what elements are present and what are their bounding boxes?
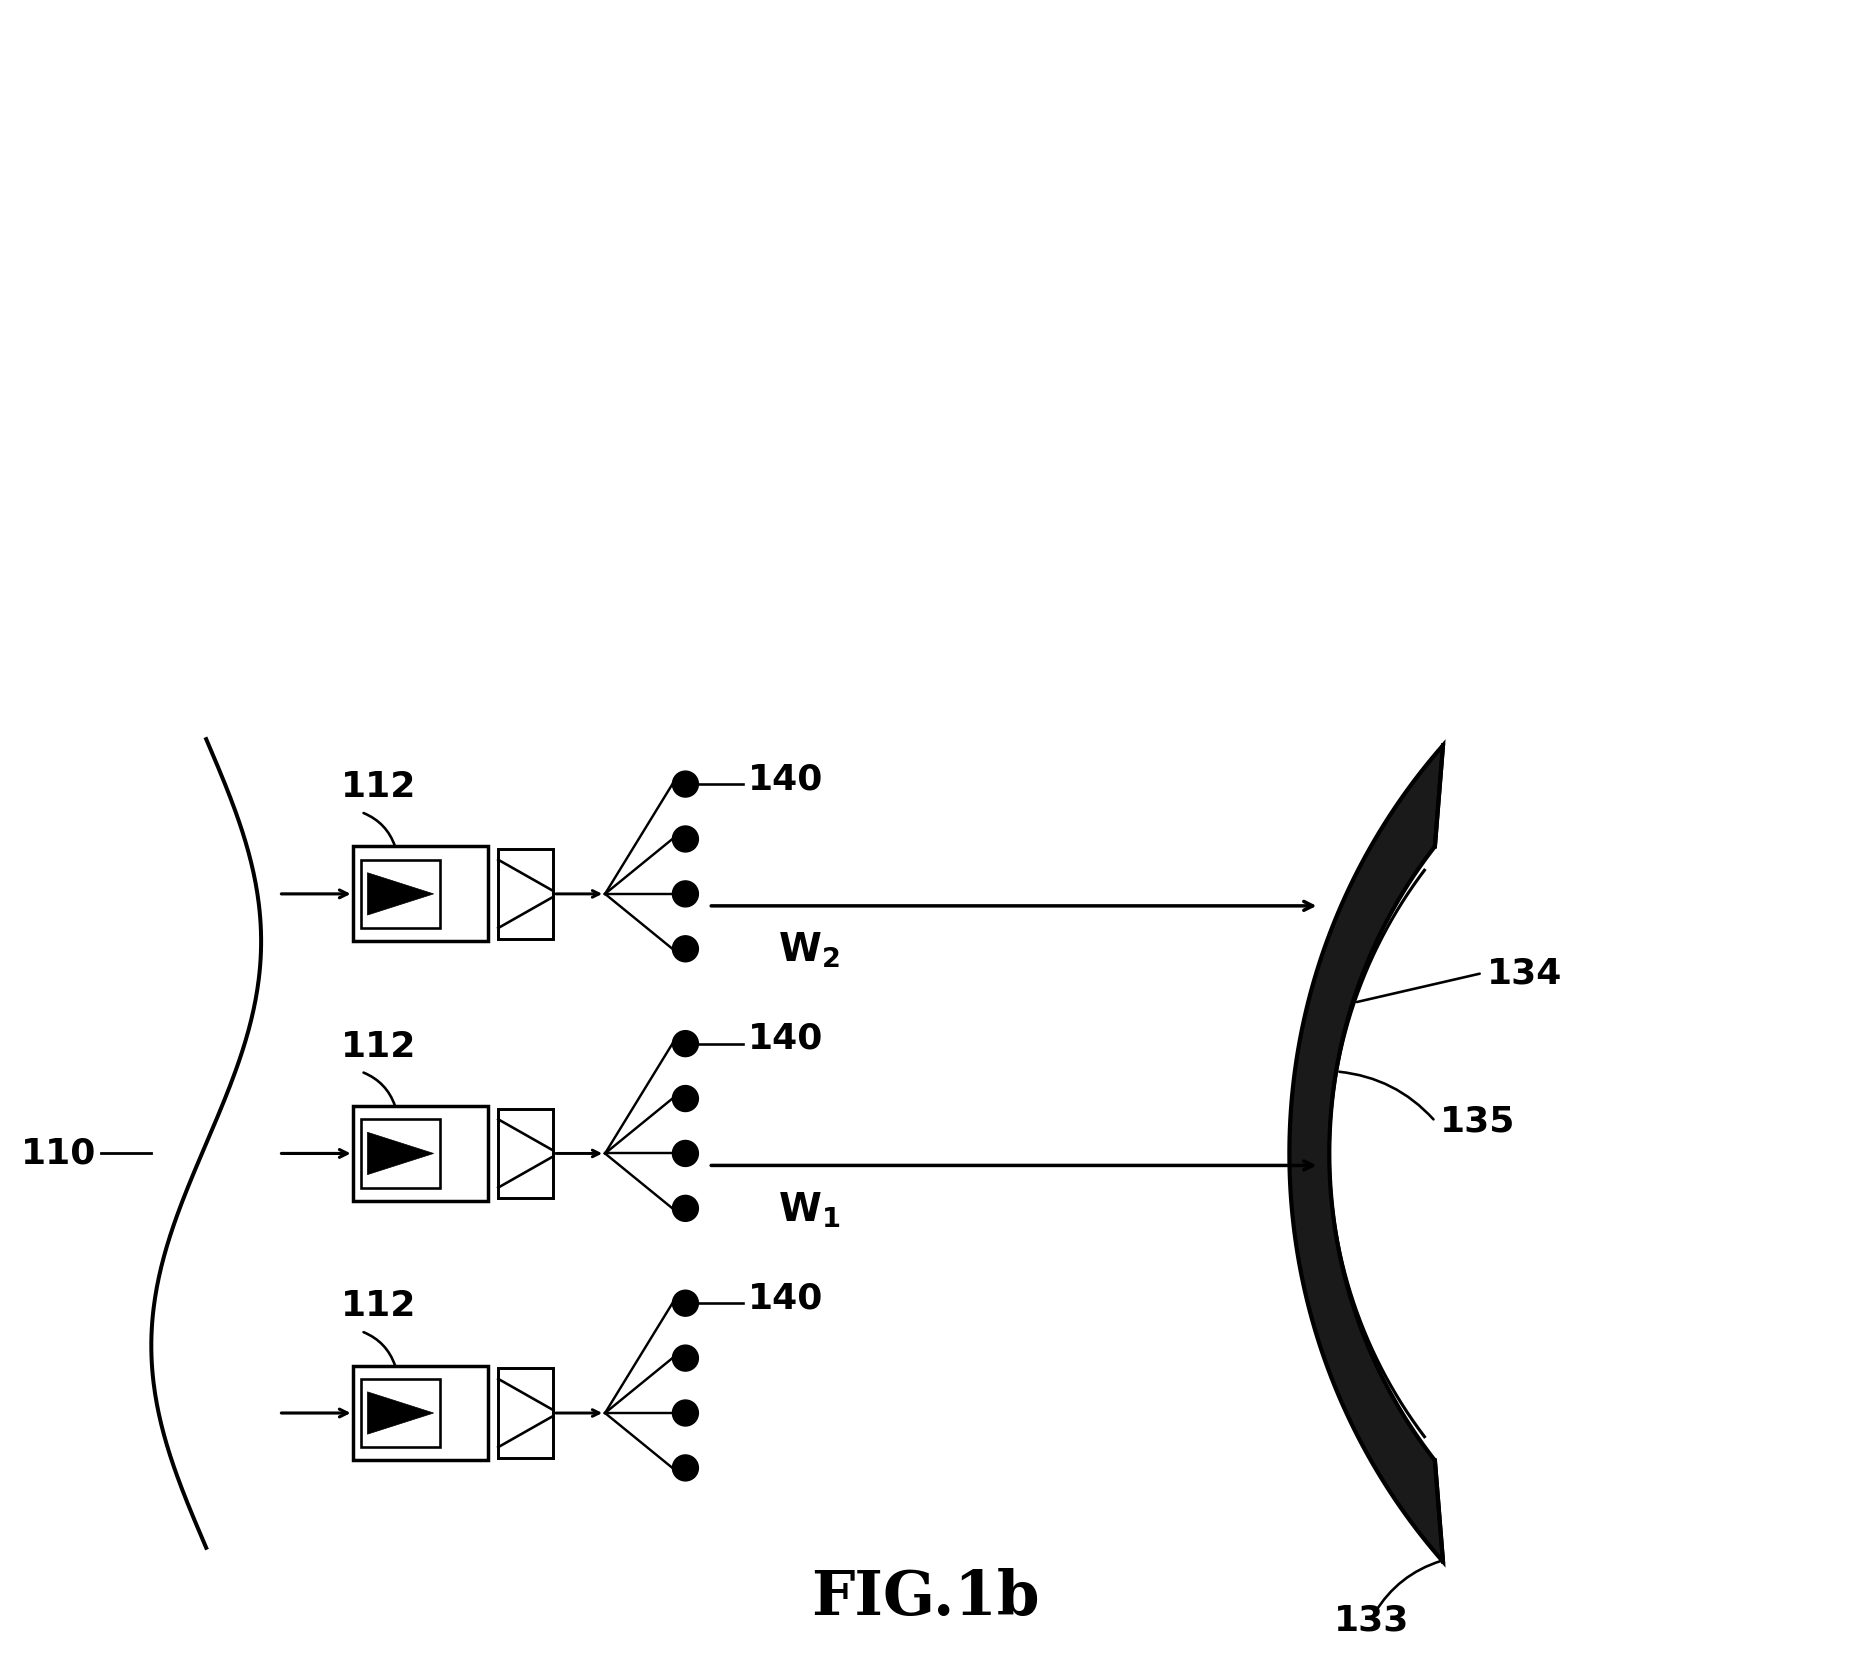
Circle shape <box>672 1141 699 1166</box>
Text: 140: 140 <box>747 1282 823 1315</box>
Circle shape <box>672 825 699 852</box>
Bar <box>498 1108 553 1199</box>
Bar <box>498 849 553 939</box>
Circle shape <box>672 1290 699 1317</box>
Circle shape <box>672 771 699 797</box>
Polygon shape <box>368 1393 433 1434</box>
Polygon shape <box>1289 746 1443 1561</box>
Text: 112: 112 <box>340 1288 416 1323</box>
Text: 110: 110 <box>20 1136 96 1171</box>
Circle shape <box>672 936 699 961</box>
Circle shape <box>672 1456 699 1480</box>
Text: $\mathbf{W_2}$: $\mathbf{W_2}$ <box>779 931 840 971</box>
Circle shape <box>672 882 699 906</box>
Polygon shape <box>368 873 433 915</box>
Text: 140: 140 <box>747 762 823 796</box>
Text: 133: 133 <box>1334 1603 1410 1637</box>
Bar <box>353 847 488 941</box>
Circle shape <box>672 1196 699 1221</box>
Circle shape <box>672 1399 699 1426</box>
Text: 112: 112 <box>340 1029 416 1064</box>
Text: 140: 140 <box>747 1022 823 1055</box>
Text: $\mathbf{W_1}$: $\mathbf{W_1}$ <box>779 1191 840 1229</box>
Bar <box>353 1107 488 1201</box>
Text: 134: 134 <box>1487 956 1563 991</box>
Circle shape <box>672 1030 699 1057</box>
Bar <box>361 1120 440 1188</box>
Bar <box>498 1368 553 1457</box>
Text: 112: 112 <box>340 771 416 804</box>
Circle shape <box>672 1085 699 1111</box>
Text: FIG.1b: FIG.1b <box>810 1568 1040 1628</box>
Bar <box>353 1366 488 1460</box>
Bar <box>361 860 440 928</box>
Polygon shape <box>368 1133 433 1174</box>
Circle shape <box>672 1345 699 1371</box>
Bar <box>361 1379 440 1447</box>
Text: 135: 135 <box>1441 1105 1515 1138</box>
